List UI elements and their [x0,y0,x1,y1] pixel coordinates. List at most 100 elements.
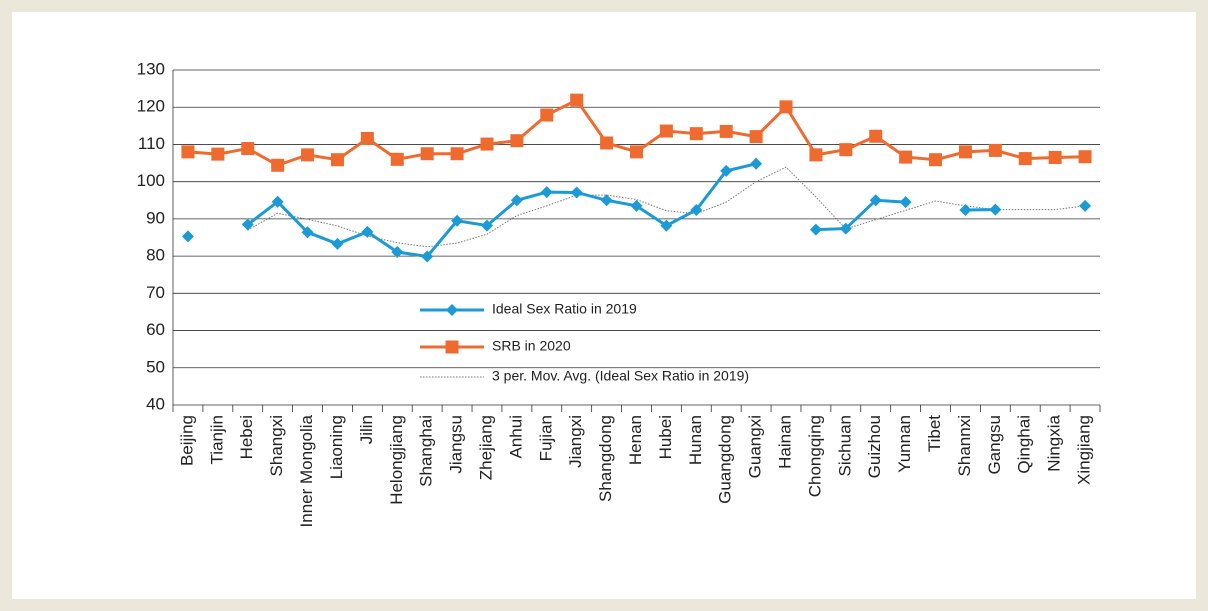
legend-marker [445,340,459,354]
data-point [331,237,344,250]
data-point [540,108,554,122]
data-point [271,195,284,208]
data-point [988,143,1002,157]
data-point [211,147,225,161]
legend-label: SRB in 2020 [492,338,571,354]
data-point [1078,150,1092,164]
data-point [181,145,195,159]
x-tick-label: Tibet [925,415,944,452]
data-point [689,127,703,141]
y-tick-label: 120 [137,97,165,116]
data-point [719,124,733,138]
x-tick-label: Xingjiang [1075,415,1094,485]
data-point [510,134,524,148]
data-point [480,219,493,232]
legend-label: 3 per. Mov. Avg. (Ideal Sex Ratio in 201… [492,368,749,384]
x-tick-label: Shangxi [267,415,286,476]
x-tick-label: Liaoning [327,415,346,479]
data-point [451,214,464,227]
data-point [809,223,822,236]
data-point [630,145,643,159]
data-point [630,199,643,212]
x-tick-label: Tianjin [207,415,226,464]
data-point [600,194,613,207]
x-tick-label: Hunan [686,415,705,465]
data-point [659,124,673,138]
data-point [779,100,793,114]
data-point [899,196,912,209]
data-point [271,158,285,172]
y-tick-label: 90 [146,208,165,227]
data-point [570,186,583,199]
data-point [809,148,823,162]
data-point [480,137,494,151]
data-point [420,147,434,161]
data-point [839,143,853,157]
data-point [1018,152,1032,166]
data-point [839,222,852,235]
y-tick-label: 60 [146,320,165,339]
x-tick-label: Shangdong [596,415,615,502]
data-point [869,129,883,143]
data-point [899,150,913,164]
x-tick-label: Shanghai [417,415,436,487]
x-tick-label: Shannxi [955,415,974,476]
legend-marker [446,304,458,316]
x-tick-label: Guangxi [746,415,765,478]
data-point [570,93,584,107]
x-tick-label: Sichuan [835,415,854,476]
y-tick-label: 100 [137,171,165,190]
y-tick-label: 130 [137,59,165,78]
data-point [330,153,344,167]
x-tick-label: Jiangsu [447,415,466,474]
x-tick-label: Anhui [506,415,525,458]
data-point [750,157,763,170]
data-point [660,219,673,232]
data-point [301,148,315,162]
x-tick-label: Guizhou [865,415,884,478]
y-tick-label: 40 [146,394,165,413]
x-tick-label: Jiangxi [566,415,585,468]
x-tick-label: Fujian [536,415,555,461]
data-point [421,250,434,263]
x-tick-label: Hebei [237,415,256,459]
x-tick-label: Zhejiang [476,415,495,480]
data-point [600,136,614,150]
x-tick-label: Guangdong [716,415,735,504]
data-point [720,164,733,177]
data-point [241,218,254,231]
x-tick-label: Henan [626,415,645,465]
data-point [959,203,972,216]
data-point [929,153,943,167]
x-tick-label: Yunnan [895,415,914,473]
y-tick-label: 70 [146,283,165,302]
x-tick-label: Ningxia [1045,414,1064,471]
data-point [390,152,404,166]
data-point [510,194,523,207]
x-tick-label: Qinghai [1015,415,1034,474]
y-tick-label: 80 [146,246,165,265]
x-tick-label: Hubei [656,415,675,459]
data-point [450,147,464,161]
x-tick-label: Gangsu [985,415,1004,475]
x-tick-label: Beijing [177,415,196,466]
data-point [1048,150,1062,164]
data-point [1079,199,1092,212]
y-tick-label: 50 [146,357,165,376]
x-tick-label: Helongjiang [387,415,406,505]
panel [12,12,1196,599]
legend-label: Ideal Sex Ratio in 2019 [492,301,637,317]
x-tick-label: Inner Mongolia [297,414,316,527]
data-point [360,131,374,145]
data-point [869,194,882,207]
data-point [241,142,255,156]
data-point [690,203,703,216]
data-point [989,203,1002,216]
data-point [361,225,374,238]
data-point [391,246,404,259]
data-point [749,130,763,144]
x-tick-label: Jilin [357,415,376,444]
series-line [247,166,1086,248]
data-point [958,145,972,159]
